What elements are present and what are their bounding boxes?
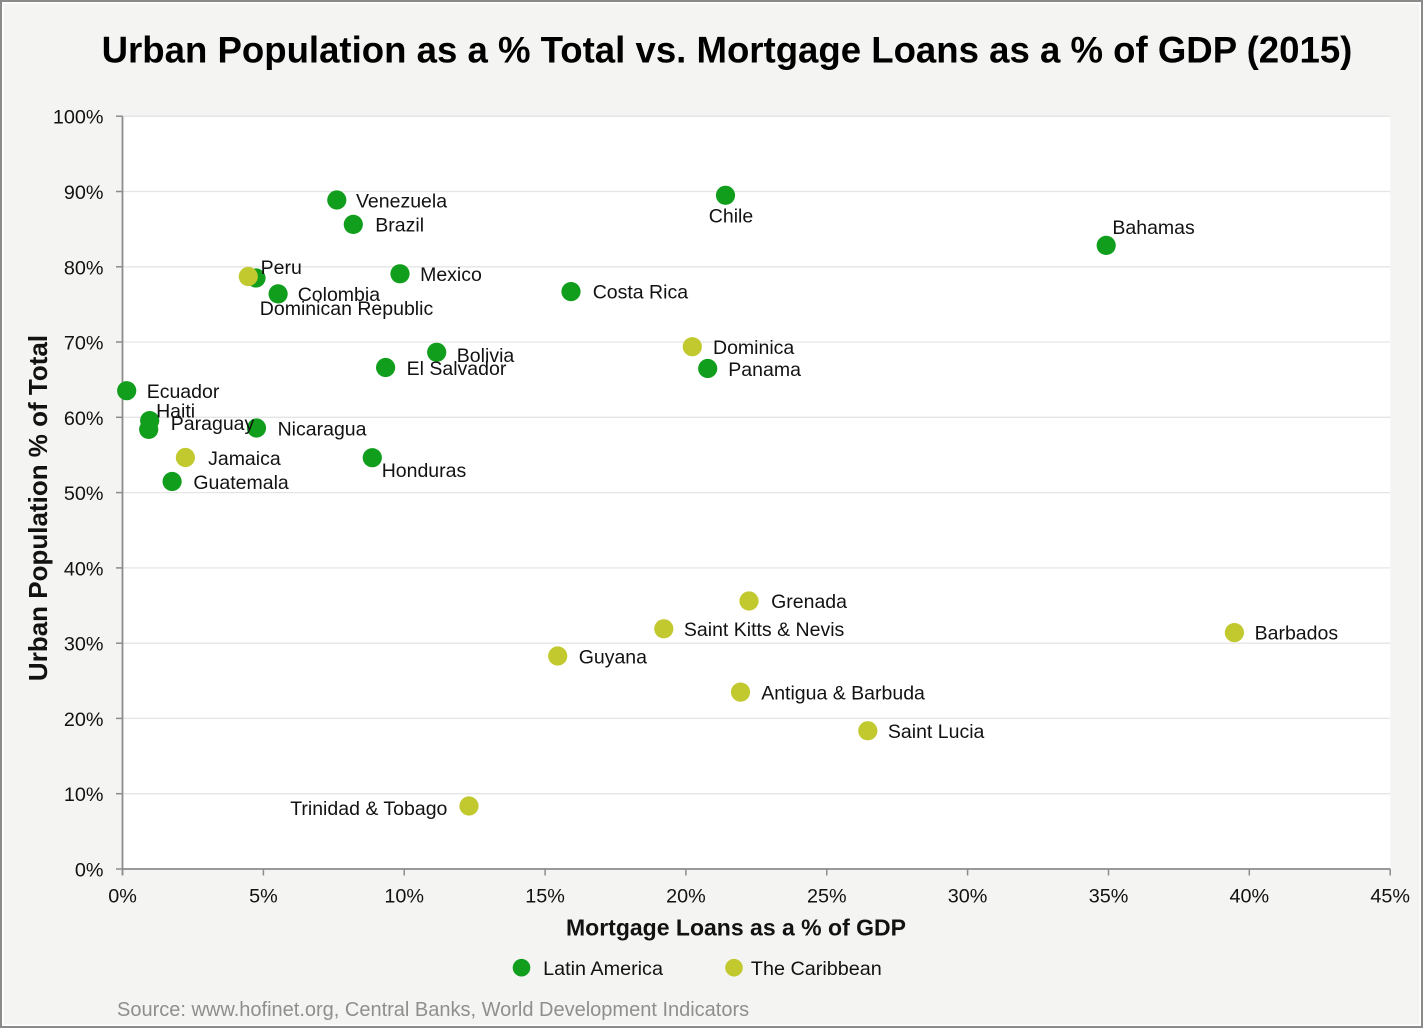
svg-text:Brazil: Brazil <box>375 215 424 237</box>
svg-text:90%: 90% <box>64 182 104 204</box>
svg-text:The Caribbean: The Caribbean <box>751 958 882 980</box>
svg-text:Source: www.hofinet.org, Centr: Source: www.hofinet.org, Central Banks, … <box>117 999 749 1021</box>
svg-text:Saint Kitts & Nevis: Saint Kitts & Nevis <box>684 619 845 641</box>
svg-text:15%: 15% <box>525 886 565 908</box>
svg-text:10%: 10% <box>64 784 104 806</box>
svg-text:Grenada: Grenada <box>771 591 847 613</box>
svg-text:Haiti: Haiti <box>156 401 195 423</box>
svg-text:10%: 10% <box>384 886 424 908</box>
svg-text:Honduras: Honduras <box>382 460 467 482</box>
svg-text:30%: 30% <box>64 634 104 656</box>
svg-text:Panama: Panama <box>728 359 801 381</box>
svg-text:Guyana: Guyana <box>579 646 647 668</box>
svg-text:50%: 50% <box>64 483 104 505</box>
svg-text:Latin America: Latin America <box>543 958 663 980</box>
svg-text:Antigua & Barbuda: Antigua & Barbuda <box>761 682 925 704</box>
svg-text:Chile: Chile <box>709 205 753 227</box>
svg-text:Guatemala: Guatemala <box>193 472 289 494</box>
svg-text:Urban Population % of Total: Urban Population % of Total <box>23 335 53 681</box>
svg-text:45%: 45% <box>1370 886 1410 908</box>
svg-text:60%: 60% <box>64 408 104 430</box>
svg-text:Dominica: Dominica <box>713 337 794 359</box>
svg-text:40%: 40% <box>1230 886 1270 908</box>
svg-text:Bolivia: Bolivia <box>457 345 515 367</box>
svg-text:70%: 70% <box>64 333 104 355</box>
svg-text:Dominican Republic: Dominican Republic <box>260 298 434 320</box>
svg-text:20%: 20% <box>64 709 104 731</box>
svg-text:Venezuela: Venezuela <box>356 190 447 212</box>
svg-text:30%: 30% <box>948 886 988 908</box>
svg-text:0%: 0% <box>75 860 104 882</box>
svg-text:Mexico: Mexico <box>420 264 482 286</box>
svg-text:Peru: Peru <box>261 257 302 279</box>
svg-text:Urban Population as a % Total: Urban Population as a % Total vs. Mortga… <box>102 30 1353 71</box>
svg-text:Jamaica: Jamaica <box>208 448 281 470</box>
svg-text:Mortgage Loans as a % of GDP: Mortgage Loans as a % of GDP <box>566 915 906 941</box>
svg-text:El Salvador: El Salvador <box>407 358 507 380</box>
svg-text:Nicaragua: Nicaragua <box>278 418 367 440</box>
svg-text:Trinidad & Tobago: Trinidad & Tobago <box>290 798 447 820</box>
svg-text:Saint Lucia: Saint Lucia <box>888 721 985 743</box>
svg-text:20%: 20% <box>666 886 706 908</box>
svg-text:Colombia: Colombia <box>298 284 381 306</box>
svg-text:Costa Rica: Costa Rica <box>593 282 689 304</box>
svg-text:25%: 25% <box>807 886 847 908</box>
svg-text:Barbados: Barbados <box>1255 622 1339 644</box>
svg-text:Bahamas: Bahamas <box>1112 217 1195 239</box>
svg-text:100%: 100% <box>53 107 104 129</box>
svg-text:Paraguay: Paraguay <box>171 413 255 435</box>
svg-text:5%: 5% <box>249 886 278 908</box>
svg-text:Ecuador: Ecuador <box>147 381 220 403</box>
svg-text:35%: 35% <box>1089 886 1129 908</box>
svg-text:40%: 40% <box>64 558 104 580</box>
svg-text:80%: 80% <box>64 257 104 279</box>
svg-text:0%: 0% <box>108 886 137 908</box>
